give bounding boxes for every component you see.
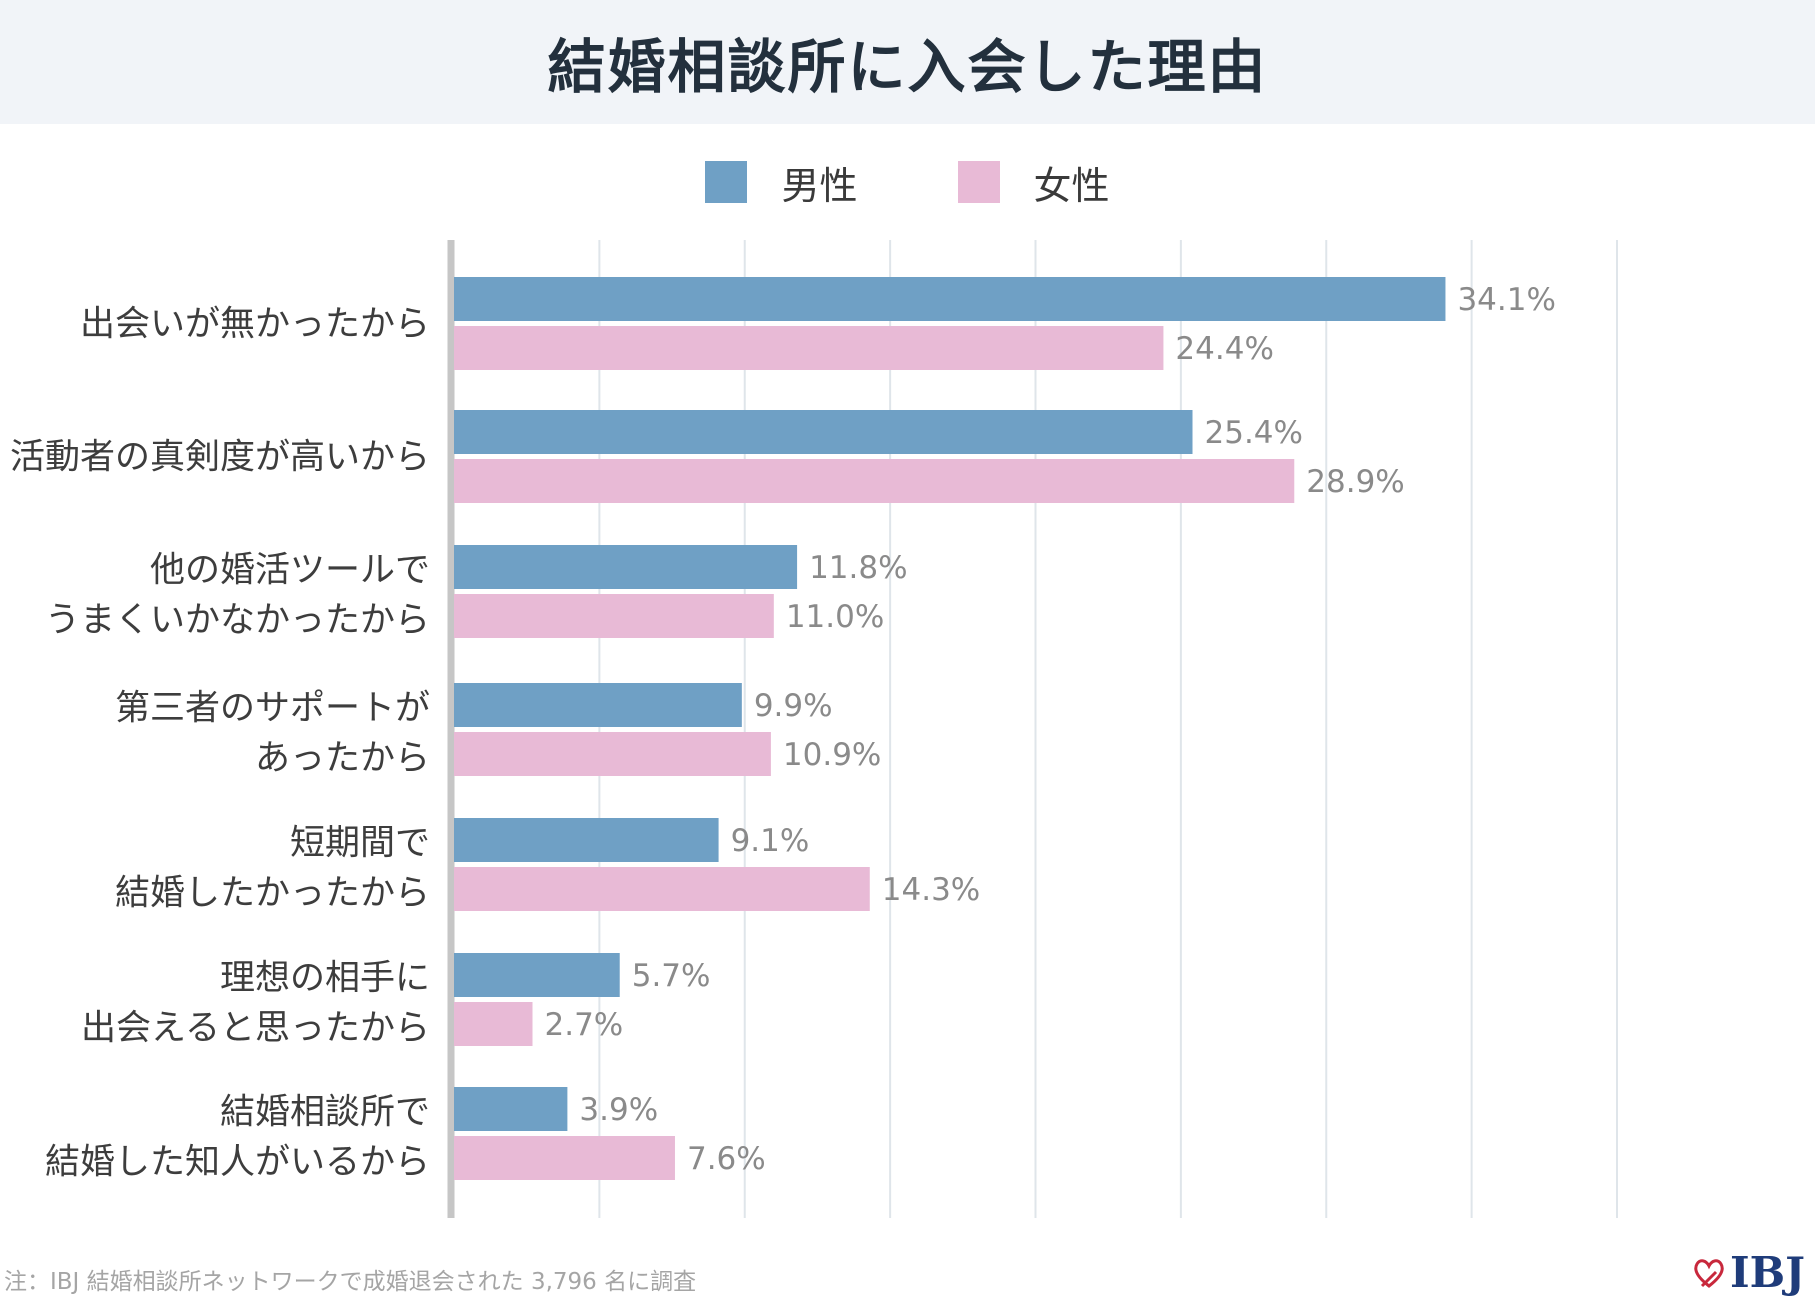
data-label: 11.0% [786, 599, 884, 635]
category-label: 出会いが無かったから [80, 305, 430, 345]
category-label: 短期間で [290, 824, 430, 864]
title-bar: 結婚相談所に入会した理由 [0, 0, 1815, 124]
legend-item-female: 女性 [957, 155, 1110, 210]
category-label: 出会えると思ったから [81, 1009, 430, 1049]
heart-icon [1694, 1258, 1724, 1288]
data-label: 28.9% [1306, 464, 1404, 500]
category-label: 活動者の真剣度が高いから [10, 438, 430, 478]
legend: 男性 女性 [0, 152, 1815, 212]
data-label: 9.9% [754, 688, 833, 724]
legend-swatch-female [957, 161, 1000, 203]
legend-item-male: 男性 [705, 155, 858, 210]
bar-male [454, 1087, 568, 1131]
bar-female [454, 326, 1164, 370]
bar-male [454, 545, 798, 589]
category-label: 理想の相手に [220, 959, 430, 999]
legend-swatch-male [705, 161, 748, 203]
category-label: うまくいかなかったから [45, 601, 430, 641]
data-label: 34.1% [1457, 282, 1555, 318]
data-label: 5.7% [632, 958, 711, 994]
data-label: 25.4% [1205, 415, 1303, 451]
logo-text: IBJ [1729, 1248, 1805, 1297]
data-label: 3.9% [579, 1092, 658, 1128]
bar-female [454, 867, 870, 911]
logo: IBJ [1692, 1248, 1805, 1297]
bar-chart: 34.1% 24.4% 出会いが無かったから 25.4%28.9% 活動者の真剣度が高い… [10, 240, 1618, 1218]
bar-female [454, 732, 771, 776]
category-label: 第三者のサポートが [115, 689, 430, 729]
bar-male [454, 277, 1446, 321]
category-label: あったから [255, 739, 430, 779]
data-label: 24.4% [1175, 331, 1273, 367]
bar-male [454, 953, 620, 997]
category-label: 他の婚活ツールで [150, 551, 430, 591]
category-label: 結婚した知人がいるから [45, 1143, 430, 1183]
data-label: 2.7% [545, 1007, 624, 1043]
bar-female [454, 1002, 533, 1046]
chart-title: 結婚相談所に入会した理由 [547, 33, 1268, 101]
data-label: 9.1% [731, 823, 810, 859]
legend-label-male: 男性 [781, 163, 858, 208]
footnote: 注：IBJ 結婚相談所ネットワークで成婚退会された 3,796 名に調査 [4, 1269, 697, 1295]
data-label: 14.3% [882, 872, 980, 908]
bar-male [454, 410, 1193, 454]
bar-female [454, 459, 1295, 503]
data-label: 10.9% [783, 737, 881, 773]
legend-label-female: 女性 [1033, 163, 1110, 208]
bar-male [454, 818, 719, 862]
data-label: 7.6% [687, 1141, 766, 1177]
bar-male [454, 683, 742, 727]
category-label: 結婚相談所で [220, 1093, 430, 1133]
bar-female [454, 594, 774, 638]
bar-female [454, 1136, 675, 1180]
data-label: 11.8% [809, 550, 907, 586]
category-label: 結婚したかったから [115, 874, 430, 914]
